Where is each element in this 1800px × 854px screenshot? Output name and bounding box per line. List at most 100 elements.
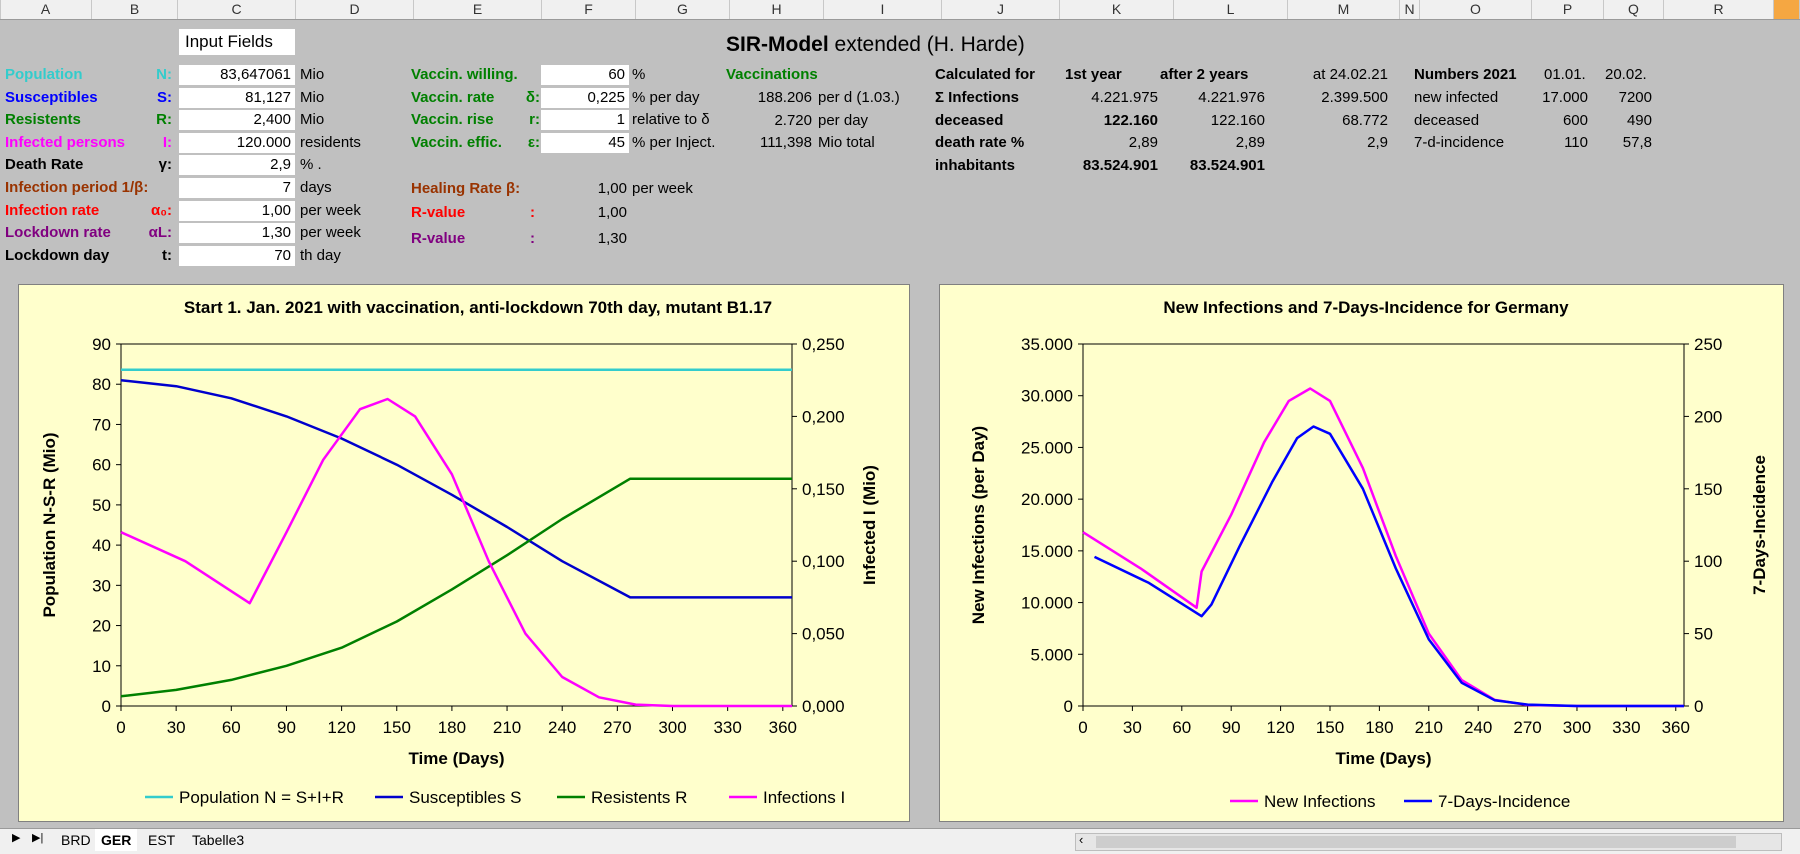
vacc-param-unit: % per day — [632, 88, 700, 106]
param-value-input[interactable]: 2,400 — [179, 110, 295, 131]
column-header-Q[interactable]: Q — [1604, 0, 1664, 19]
healing-rate-value: 1,00 — [597, 180, 627, 197]
y2-axis-label: 7-Days-Incidence — [1750, 455, 1769, 595]
x-tick-label: 300 — [1563, 718, 1591, 737]
scroll-left-icon[interactable]: ‹ — [1079, 832, 1084, 847]
param-value-input[interactable]: 81,127 — [179, 87, 295, 108]
vaccinations-value: 111,398 — [760, 134, 812, 152]
x-tick-label: 120 — [1266, 718, 1294, 737]
param-unit: residents — [300, 133, 361, 151]
vacc-param-symbol: ε: — [527, 133, 540, 151]
series-line-2 — [1093, 425, 1684, 708]
param-unit: per week — [300, 224, 361, 242]
param-value-input[interactable]: 120.000 — [179, 132, 295, 153]
sheet-tab-tabelle3[interactable]: Tabelle3 — [192, 832, 245, 848]
healing-rate-label: Healing Rate β: — [411, 180, 521, 197]
x-tick-label: 60 — [222, 718, 241, 737]
column-header-N[interactable]: N — [1400, 0, 1420, 19]
r-value-1: 1,00 — [597, 204, 627, 221]
y-tick-label: 20.000 — [1021, 490, 1073, 509]
column-header-L[interactable]: L — [1174, 0, 1288, 19]
input-fields-label: Input Fields — [179, 29, 295, 55]
y-tick-label: 0 — [1064, 697, 1073, 716]
column-header-I[interactable]: I — [824, 0, 942, 19]
chart-title: New Infections and 7-Days-Incidence for … — [1163, 298, 1569, 317]
calc-header: at 24.02.21 — [1312, 66, 1388, 83]
vacc-param-input[interactable]: 0,225 — [541, 87, 629, 108]
y2-tick-label: 0,050 — [802, 625, 845, 644]
column-header-P[interactable]: P — [1532, 0, 1604, 19]
column-header-G[interactable]: G — [636, 0, 730, 19]
param-symbol: t: — [162, 246, 172, 264]
x-tick-label: 90 — [277, 718, 296, 737]
r-value-colon-2: : — [530, 230, 535, 247]
y2-tick-label: 0,200 — [802, 407, 845, 426]
corner-cell[interactable] — [0, 0, 1, 19]
param-label: Population — [5, 66, 83, 83]
sheet-tab-brd[interactable]: BRD — [61, 832, 91, 848]
param-value-input[interactable]: 2,9 — [179, 155, 295, 176]
numbers-value-1: 600 — [1562, 111, 1588, 129]
vacc-param-label: Vaccin. rise — [411, 111, 494, 129]
column-header-A[interactable]: A — [0, 0, 92, 19]
numbers-row-label: 7-d-incidence — [1414, 134, 1505, 152]
y2-tick-label: 0 — [1694, 697, 1703, 716]
legend-entry: Resistents R — [591, 788, 687, 807]
column-header-F[interactable]: F — [542, 0, 636, 19]
y-tick-label: 0 — [102, 697, 111, 716]
x-tick-label: 270 — [603, 718, 631, 737]
y-tick-label: 10.000 — [1021, 594, 1073, 613]
sheet-tab-ger[interactable]: GER — [95, 829, 138, 851]
incidence-chart[interactable]: New Infections and 7-Days-Incidence for … — [939, 284, 1784, 822]
numbers-header: Numbers 2021 — [1414, 66, 1517, 83]
param-value-input[interactable]: 70 — [179, 245, 295, 266]
column-header-M[interactable]: M — [1288, 0, 1400, 19]
r-value-label-2: R-value — [411, 230, 466, 247]
column-header-J[interactable]: J — [942, 0, 1060, 19]
legend-entry: Population N = S+I+R — [179, 788, 344, 807]
vacc-param-input[interactable]: 1 — [541, 110, 629, 131]
legend-entry: New Infections — [1264, 792, 1376, 811]
numbers-row-label: deceased — [1414, 111, 1480, 129]
horizontal-scrollbar[interactable]: ‹ — [1075, 832, 1782, 851]
series-line-2 — [120, 378, 792, 599]
calc-row-label: inhabitants — [935, 156, 1016, 174]
sir-chart-svg: Start 1. Jan. 2021 with vaccination, ant… — [40, 298, 879, 807]
x-axis-label: Time (Days) — [1335, 749, 1431, 768]
param-value-input[interactable]: 1,30 — [179, 223, 295, 244]
vacc-param-input[interactable]: 45 — [541, 132, 629, 153]
param-symbol: I: — [162, 133, 172, 151]
vacc-param-input[interactable]: 60 — [541, 65, 629, 85]
sheet-tab-est[interactable]: EST — [148, 832, 176, 848]
param-value-input[interactable]: 7 — [179, 178, 295, 198]
y-tick-label: 15.000 — [1021, 542, 1073, 561]
x-tick-label: 180 — [1365, 718, 1393, 737]
param-value-input[interactable]: 83,647061 — [179, 65, 295, 85]
sir-chart[interactable]: Start 1. Jan. 2021 with vaccination, ant… — [18, 284, 910, 822]
column-header-R[interactable]: R — [1664, 0, 1774, 19]
numbers-value-2: 7200 — [1618, 89, 1652, 106]
column-header-B[interactable]: B — [92, 0, 178, 19]
vacc-param-unit: % — [632, 66, 646, 83]
column-header-K[interactable]: K — [1060, 0, 1174, 19]
x-tick-label: 30 — [167, 718, 186, 737]
calc-row-label: death rate % — [935, 134, 1025, 152]
y2-tick-label: 250 — [1694, 335, 1722, 354]
y-tick-label: 30.000 — [1021, 387, 1073, 406]
column-header-O[interactable]: O — [1420, 0, 1532, 19]
param-value-input[interactable]: 1,00 — [179, 200, 295, 221]
y2-axis-label: Infected I (Mio) — [860, 465, 879, 585]
plot-area — [120, 343, 793, 707]
tab-scroll-last-icon[interactable]: ▶| — [32, 832, 44, 844]
column-header-selected[interactable] — [1774, 0, 1800, 19]
column-header-C[interactable]: C — [178, 0, 296, 19]
param-symbol: αL: — [148, 224, 172, 242]
param-symbol: S: — [157, 88, 172, 106]
column-header-D[interactable]: D — [296, 0, 414, 19]
scrollbar-thumb[interactable] — [1096, 836, 1736, 848]
column-header-E[interactable]: E — [414, 0, 542, 19]
y-tick-label: 25.000 — [1021, 438, 1073, 457]
tab-scroll-next-icon[interactable]: ▶ — [12, 832, 21, 844]
sheet-title: SIR-Model extended (H. Harde) — [726, 32, 1025, 58]
column-header-H[interactable]: H — [730, 0, 824, 19]
